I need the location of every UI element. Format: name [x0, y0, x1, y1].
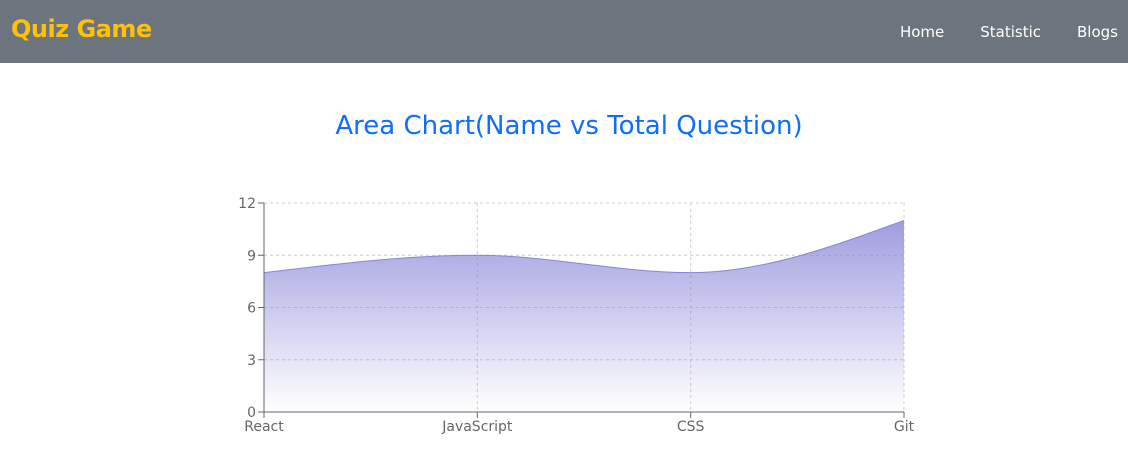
x-tick-label-git: Git — [894, 419, 915, 435]
nav-link-blogs[interactable]: Blogs — [1077, 22, 1118, 41]
navbar: Quiz Game Home Statistic Blogs — [0, 0, 1128, 63]
area-line — [263, 219, 905, 274]
x-tick-label-react: React — [244, 419, 284, 435]
brand-logo[interactable]: Quiz Game — [11, 15, 152, 43]
nav-links: Home Statistic Blogs — [900, 0, 1128, 63]
y-tick-label: 3 — [247, 353, 256, 369]
x-tick-label-css: CSS — [677, 419, 705, 435]
nav-link-home[interactable]: Home — [899, 22, 945, 41]
area-series — [263, 219, 905, 412]
x-tick-label-javascript: JavaScript — [441, 419, 513, 435]
y-tick-label: 9 — [247, 248, 256, 264]
y-tick-label: 12 — [238, 196, 256, 212]
y-tick-label: 0 — [247, 405, 256, 421]
y-tick-label: 6 — [247, 301, 256, 317]
axes: 0 3 6 9 12 React JavaScript CSS Git — [238, 196, 914, 435]
nav-link-statistic[interactable]: Statistic — [980, 22, 1042, 41]
area-fill — [264, 220, 904, 412]
chart-title: Area Chart(Name vs Total Question) — [335, 111, 803, 141]
